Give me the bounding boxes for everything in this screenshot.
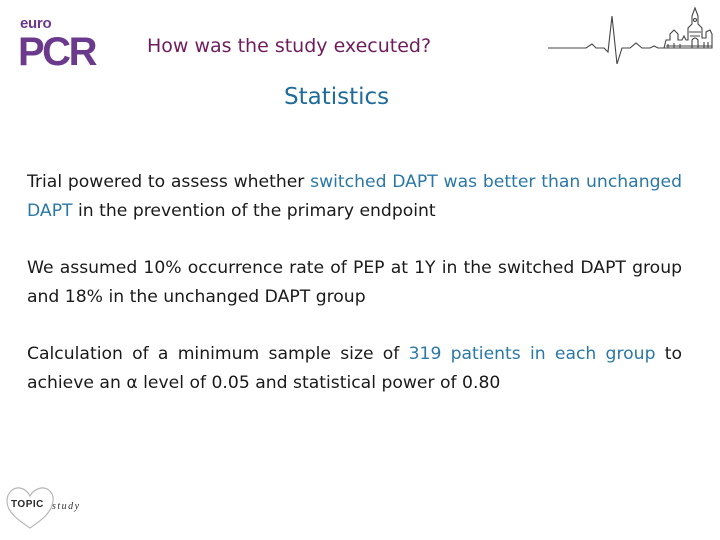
header-title: How was the study executed?	[147, 35, 432, 57]
study-text: study	[52, 501, 81, 512]
europcr-logo: euro PCR	[16, 14, 102, 74]
paragraph-power-tail: in the prevention of the primary endpoin…	[72, 200, 436, 221]
paragraph-sample-size: Calculation of a minimum sample size of …	[27, 340, 682, 397]
paragraph-power-highlight: switched DAPT was better than unchanged …	[27, 172, 682, 221]
paragraph-assumption: We assumed 10% occurrence rate of PEP at…	[27, 258, 682, 307]
logo-pcr-text: PCR	[18, 30, 97, 74]
content-body: Trial powered to assess whether switched…	[27, 168, 682, 426]
paragraph-sample-lead: Calculation of a minimum sample size of	[27, 344, 409, 364]
logo-euro-text: euro	[20, 15, 52, 32]
topic-study-logo: TOPIC study	[4, 484, 96, 532]
ecg-skyline-icon	[548, 6, 713, 65]
topic-text: TOPIC	[11, 499, 44, 510]
paragraph-power: Trial powered to assess whether switched…	[27, 168, 682, 225]
paragraph-sample-highlight: 319 patients in each group	[408, 344, 656, 364]
section-title: Statistics	[284, 84, 390, 110]
heart-outline-icon	[6, 487, 54, 529]
paragraph-sample-tail: to achieve an α level of 0.05 and statis…	[27, 344, 682, 393]
paragraph-power-lead: Trial powered to assess whether	[27, 172, 311, 192]
